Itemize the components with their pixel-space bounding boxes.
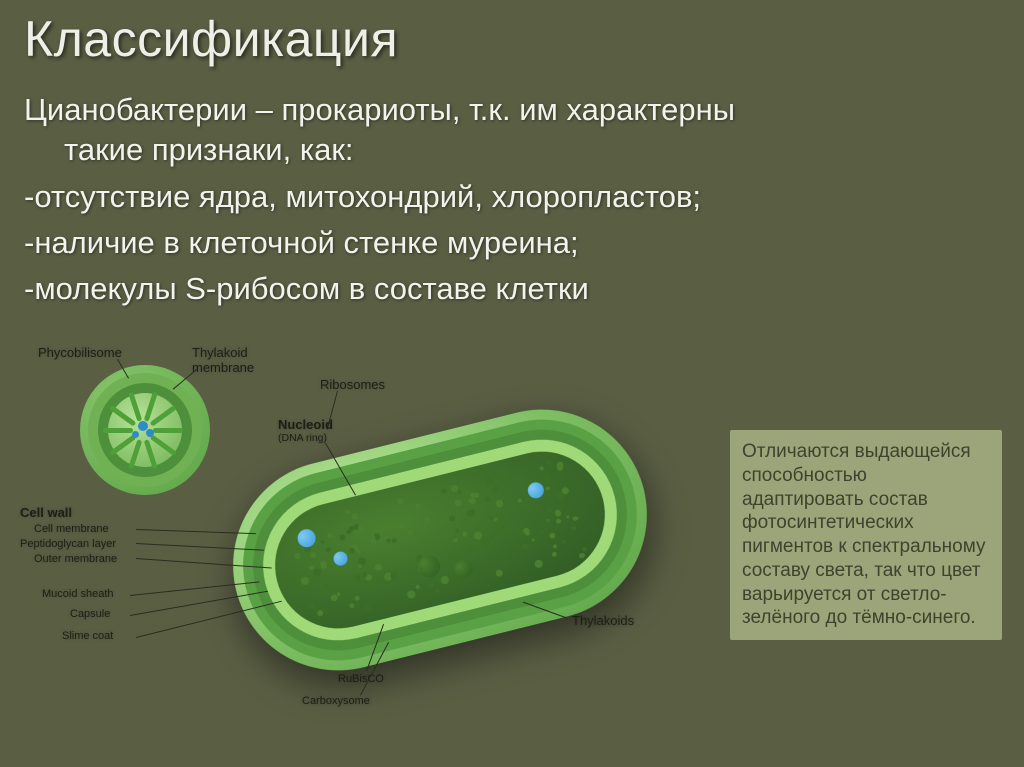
body-text: Цианобактерии – прокариоты, т.к. им хара… xyxy=(24,90,1000,309)
label-rubisco: RuBisCO xyxy=(338,673,384,685)
label-phycobilisome: Phycobilisome xyxy=(38,345,122,360)
intro-line1: Цианобактерии – прокариоты, т.к. им хара… xyxy=(24,90,1000,130)
label-mucoid-sheath: Mucoid sheath xyxy=(42,588,114,600)
bullet-2: -наличие в клеточной стенке муреина; xyxy=(24,223,1000,263)
label-capsule: Capsule xyxy=(70,608,110,620)
cross-section xyxy=(80,365,210,495)
label-peptidoglycan: Peptidoglycan layer xyxy=(20,538,116,550)
label-slime-coat: Slime coat xyxy=(62,630,113,642)
slide: Классификация Цианобактерии – прокариоты… xyxy=(0,0,1024,767)
label-carboxysome: Carboxysome xyxy=(302,695,370,707)
label-thylakoid-membrane: Thylakoidmembrane xyxy=(192,345,254,375)
bullet-1: -отсутствие ядра, митохондрий, хлороплас… xyxy=(24,177,1000,217)
cell-diagram: Phycobilisome Thylakoidmembrane Ribosome… xyxy=(20,345,720,725)
label-cell-wall: Cell wall xyxy=(20,505,72,520)
label-ribosomes: Ribosomes xyxy=(320,377,385,392)
label-outer-membrane: Outer membrane xyxy=(34,553,117,565)
bullet-3: -молекулы S-рибосом в составе клетки xyxy=(24,269,1000,309)
intro-line2: такие признаки, как: xyxy=(24,130,1000,170)
slide-title: Классификация xyxy=(24,10,1000,68)
label-nucleoid: Nucleoid (DNA ring) xyxy=(278,417,333,444)
label-cell-membrane: Cell membrane xyxy=(34,523,109,535)
label-thylakoids: Thylakoids xyxy=(572,613,634,628)
side-note: Отличаются выдающейся способностью адапт… xyxy=(730,430,1002,640)
